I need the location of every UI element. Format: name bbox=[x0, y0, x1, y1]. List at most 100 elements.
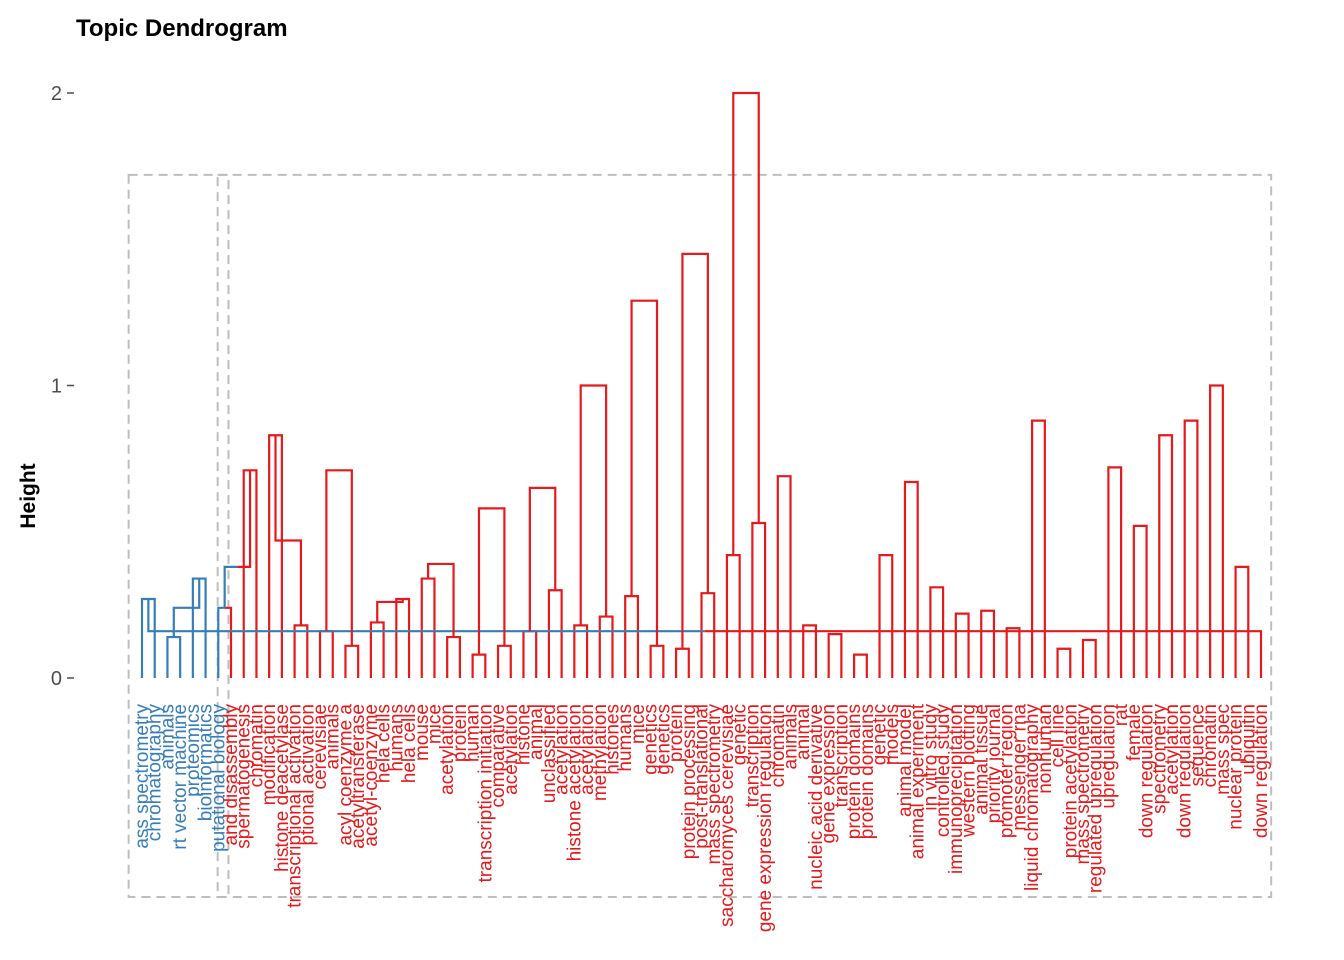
leaf-label: immunoprecipitation bbox=[946, 704, 967, 874]
leaf-label: acetylation bbox=[437, 704, 458, 795]
leaf-label: modification bbox=[259, 704, 280, 805]
dendrogram-link bbox=[579, 384, 608, 626]
dendrogram-link bbox=[929, 586, 945, 678]
leaf-label: human bbox=[463, 704, 484, 762]
dendrogram-link bbox=[827, 633, 843, 678]
dendrogram-link bbox=[1234, 565, 1250, 678]
leaf-label: histone bbox=[513, 704, 534, 765]
dendrogram-link bbox=[547, 589, 563, 678]
dendrogram-link bbox=[376, 599, 404, 623]
y-axis-title: Height bbox=[17, 463, 40, 528]
leaf-label: nuclear protein bbox=[1226, 704, 1247, 830]
dendrogram-link bbox=[344, 644, 360, 678]
dendrogram-link bbox=[166, 635, 182, 678]
leaf-label: mouse bbox=[412, 704, 433, 761]
leaf-label: saccharomyces cerevisiae bbox=[717, 704, 738, 927]
leaf-label: humans bbox=[386, 704, 407, 772]
leaf-label: animals bbox=[323, 704, 344, 769]
dendrogram-link bbox=[674, 647, 690, 678]
leaf-label: transcriptional activation bbox=[285, 704, 306, 908]
dendrogram-link bbox=[624, 595, 640, 678]
leaf-label: gene expression bbox=[819, 704, 840, 843]
leaf-label: rat bbox=[1111, 703, 1132, 726]
leaf-label: transcription bbox=[831, 704, 852, 808]
leaf-label: mass spec bbox=[1213, 704, 1234, 795]
dendrogram-link bbox=[954, 612, 970, 678]
leaf-label: female bbox=[1124, 704, 1145, 761]
dendrogram-link bbox=[802, 624, 818, 678]
leaf-label: upregulation bbox=[1098, 704, 1119, 809]
leaf-label: ass spectrometry bbox=[132, 704, 153, 849]
cluster-box bbox=[127, 173, 230, 898]
dendrogram-link bbox=[172, 578, 201, 638]
leaf-label: down regulation bbox=[1175, 704, 1196, 838]
dendrogram-link bbox=[477, 507, 506, 655]
leaf-label: down regulation bbox=[1137, 704, 1158, 838]
dendrogram-link bbox=[1132, 524, 1148, 678]
leaf-label: messenger rna bbox=[1009, 704, 1030, 831]
dendrogram-link bbox=[573, 624, 589, 678]
leaf-label: hela cells bbox=[399, 704, 420, 783]
dendrogram-link bbox=[878, 554, 894, 678]
leaf-label: acetylation bbox=[577, 704, 598, 795]
dendrogram-link bbox=[1209, 384, 1224, 678]
leaf-label: mass spectrometry bbox=[704, 704, 725, 865]
dendrogram-link bbox=[732, 91, 760, 556]
leaf-label: nucleic acid derivative bbox=[806, 704, 827, 890]
dendrogram-link bbox=[147, 599, 1263, 678]
cluster-box bbox=[216, 173, 1273, 898]
leaf-label: humans bbox=[615, 704, 636, 772]
leaf-label: genetic bbox=[730, 704, 751, 765]
leaf-label: methylation bbox=[590, 704, 611, 801]
leaf-label: protein bbox=[666, 704, 687, 762]
leaf-label: protein bbox=[450, 704, 471, 762]
cluster-boxes bbox=[127, 173, 1273, 898]
dendrogram-link bbox=[325, 469, 353, 646]
leaf-label: chromatin bbox=[1200, 704, 1221, 787]
leaf-label: sequence bbox=[1187, 704, 1208, 786]
dendrogram-link bbox=[496, 644, 512, 678]
leaf-label: protein processing bbox=[679, 704, 700, 859]
leaf-label: protein domains bbox=[857, 704, 878, 839]
leaf-label: genetics bbox=[653, 704, 674, 775]
leaf-label: gene expression regulation bbox=[755, 704, 776, 932]
dendrogram-link bbox=[776, 475, 792, 678]
leaf-label: acetyltransferase bbox=[348, 704, 369, 849]
dendrogram-link bbox=[471, 653, 487, 678]
leaf-label: acetyl-coenzyme bbox=[361, 704, 382, 847]
dendrogram-link bbox=[217, 606, 233, 678]
leaf-label: histone deacetylase bbox=[272, 704, 293, 872]
leaf-label: spectrometry bbox=[1149, 704, 1170, 814]
leaf-label: transcription bbox=[742, 704, 763, 808]
dendrogram-link bbox=[1081, 638, 1097, 678]
leaf-label: animals bbox=[781, 704, 802, 769]
leaf-label: models bbox=[882, 704, 903, 765]
leaf-label: protein acetylation bbox=[1060, 704, 1081, 858]
dendrogram-link bbox=[700, 592, 716, 678]
leaf-label: chromatin bbox=[246, 704, 267, 787]
leaf-label: acyl coenzyme a bbox=[335, 704, 356, 846]
dendrogram-links bbox=[140, 91, 1263, 678]
leaf-label: and disassembly bbox=[221, 704, 242, 846]
dendrogram-link bbox=[293, 624, 309, 678]
dendrogram-link bbox=[274, 435, 303, 626]
leaf-label: down regulation bbox=[1251, 704, 1272, 838]
leaf-label: acetylation bbox=[1162, 704, 1183, 795]
leaf-label: cell line bbox=[1048, 704, 1069, 767]
leaf-label: western blotting bbox=[959, 704, 980, 838]
dendrogram-link bbox=[598, 615, 614, 678]
leaf-label: acetylation bbox=[501, 704, 522, 795]
dendrogram-link bbox=[630, 299, 659, 646]
dendrogram-link bbox=[522, 630, 538, 678]
leaf-label: controlled study bbox=[933, 704, 954, 838]
leaf-label: nonhuman bbox=[1035, 704, 1056, 794]
leaf-label: ubiquitin bbox=[1238, 704, 1259, 775]
leaf-label: proteomics bbox=[183, 704, 204, 797]
dendrogram-link bbox=[318, 630, 334, 678]
dendrogram-link bbox=[446, 635, 461, 678]
y-tick-label: 1 bbox=[51, 376, 62, 398]
leaf-label: animal experiment bbox=[908, 703, 929, 859]
dendrogram-link bbox=[1005, 627, 1021, 678]
y-tick-label: 0 bbox=[51, 668, 62, 690]
